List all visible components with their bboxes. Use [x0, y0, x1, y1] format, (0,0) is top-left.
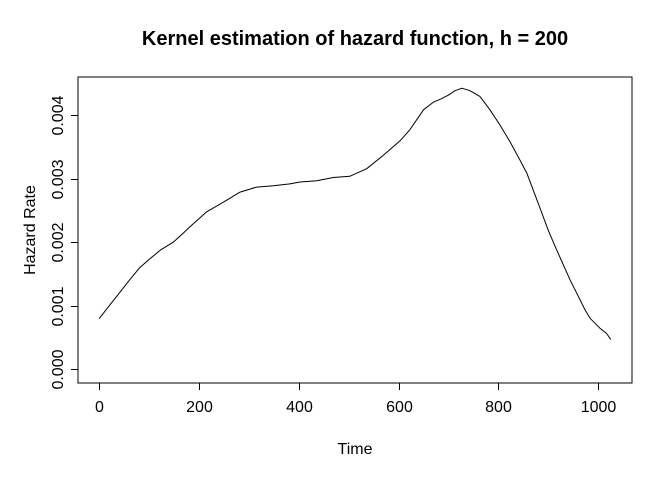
y-tick-label: 0.001	[50, 286, 67, 326]
hazard-curve	[98, 87, 612, 340]
x-tick-label: 200	[186, 399, 213, 416]
chart-title: Kernel estimation of hazard function, h …	[141, 28, 569, 50]
y-tick-label: 0.000	[50, 349, 67, 389]
x-tick-label: 0	[95, 399, 104, 416]
y-tick-label: 0.004	[50, 95, 67, 135]
plot-box	[77, 76, 633, 384]
x-axis-label: Time	[337, 441, 373, 458]
x-tick-label: 800	[485, 399, 512, 416]
x-tick-label: 600	[386, 399, 413, 416]
x-tick-label: 400	[286, 399, 313, 416]
x-tick-label: 1000	[581, 399, 617, 416]
y-tick-label: 0.003	[50, 159, 67, 199]
y-axis-label: Hazard Rate	[22, 185, 39, 275]
y-tick-label: 0.002	[50, 222, 67, 262]
